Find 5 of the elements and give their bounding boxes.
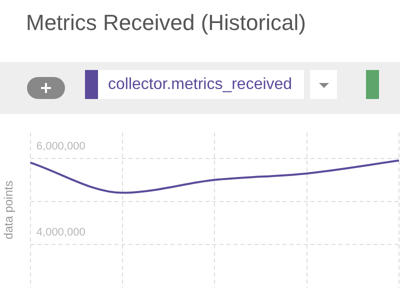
legend-label: collector.metrics_received: [107, 76, 294, 94]
y-tick-label: 6,000,000: [36, 140, 86, 152]
chart-title: Metrics Received (Historical): [26, 10, 306, 36]
y-tick-label: 4,000,000: [36, 226, 86, 238]
y-axis-title: data points: [2, 180, 16, 240]
